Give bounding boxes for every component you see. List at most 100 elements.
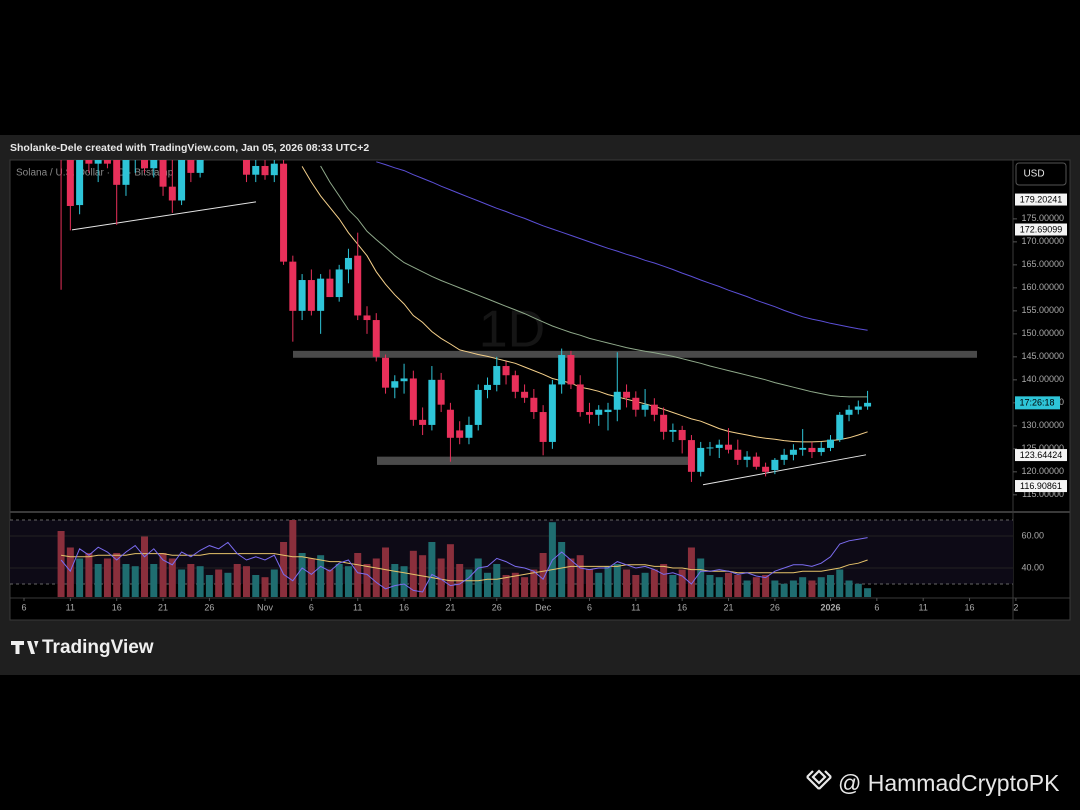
candle-body <box>836 414 844 440</box>
candle-body <box>196 160 204 173</box>
y-tick-label: 115.00000 <box>1022 489 1064 499</box>
timeframe-watermark: 1D <box>479 301 545 359</box>
volume-bar <box>344 566 352 597</box>
volume-bar <box>845 580 853 597</box>
price-label-box <box>1015 193 1067 206</box>
volume-bar <box>280 542 288 597</box>
symbol-legend: Solana / U.S. Dollar · 1D · Bitstamp <box>16 168 174 179</box>
volume-bar <box>771 580 779 597</box>
countdown-box <box>1015 396 1060 410</box>
candle-body <box>474 389 482 425</box>
candle-body <box>141 160 149 169</box>
x-tick-label: 11 <box>631 602 640 612</box>
candle-body <box>511 375 519 392</box>
candle-body <box>725 444 733 450</box>
candle-body <box>641 404 649 410</box>
candle-body <box>752 456 760 467</box>
volume-bar <box>372 558 380 597</box>
candle-body <box>307 280 315 311</box>
x-tick-label: 21 <box>158 602 168 612</box>
volume-bar <box>85 553 93 597</box>
candle-body <box>799 447 807 450</box>
x-tick-label: 16 <box>399 602 409 612</box>
x-tick-label: 16 <box>112 602 122 612</box>
candle-body <box>826 439 834 448</box>
volume-bar <box>400 566 408 597</box>
volume-bar <box>261 577 269 597</box>
volume-bar <box>678 569 686 597</box>
candle-body <box>409 378 417 420</box>
volume-bar <box>122 564 130 597</box>
volume-bar <box>854 583 862 597</box>
volume-bar <box>780 583 788 597</box>
candle-body <box>502 366 510 376</box>
currency-button[interactable] <box>1015 162 1067 186</box>
volume-bar <box>159 553 167 597</box>
volume-bar <box>233 564 241 597</box>
candle-body <box>150 160 158 169</box>
volume-bar <box>187 564 195 597</box>
candle-body <box>437 379 445 405</box>
volume-bar <box>178 569 186 597</box>
credit: Sholanke-Dele created with TradingView.c… <box>10 142 369 154</box>
candle-body <box>558 355 566 385</box>
candle-body <box>845 409 853 415</box>
volume-bar <box>660 564 668 597</box>
price-label-box <box>1015 223 1067 236</box>
rsi-band-fill <box>10 519 1013 585</box>
candle-body <box>650 404 658 415</box>
volume-bar <box>76 558 84 597</box>
x-tick-label: 21 <box>445 602 455 612</box>
volume-bar <box>521 577 529 597</box>
candle-body <box>85 160 93 164</box>
currency-label[interactable]: USD <box>1023 169 1044 180</box>
volume-bar <box>697 558 705 597</box>
volume-bar <box>307 558 315 597</box>
candle-body <box>660 414 668 432</box>
trendline <box>702 454 867 486</box>
volume-bar <box>66 547 74 597</box>
x-tick-label: 6 <box>309 602 314 612</box>
candle-body <box>854 406 862 410</box>
candle-body <box>326 278 334 298</box>
volume-bar <box>150 564 158 597</box>
candle-body <box>687 440 695 472</box>
y-tick-label: 140.00000 <box>1021 374 1064 384</box>
volume-bar <box>363 564 371 597</box>
candle-body <box>168 186 176 201</box>
candle-body <box>344 257 352 270</box>
volume-bar <box>354 553 362 597</box>
logo-text: TradingView <box>42 637 154 658</box>
candle-body <box>122 160 130 185</box>
candle-body <box>187 160 195 173</box>
candle-body <box>715 444 723 448</box>
candle-body <box>242 160 250 175</box>
y-tick-label: 165.00000 <box>1021 259 1064 269</box>
volume-bar <box>289 520 297 597</box>
candle-body <box>623 391 631 398</box>
x-tick-label: 26 <box>770 602 780 612</box>
volume-bar <box>168 558 176 597</box>
volume-bar <box>196 566 204 597</box>
candle-body <box>697 447 705 472</box>
candle-body <box>484 384 491 390</box>
candle-body <box>280 163 288 262</box>
volume-bar <box>252 575 260 597</box>
candle-body <box>864 402 872 407</box>
volume-bar <box>57 531 65 597</box>
volume-bar <box>632 575 640 597</box>
candle-body <box>298 280 306 311</box>
price-label: 172.69099 <box>1020 224 1063 234</box>
volume-bar <box>242 566 250 597</box>
x-tick-label: 6 <box>587 602 592 612</box>
candle-body <box>103 160 111 164</box>
x-tick-label: 16 <box>965 602 975 612</box>
candle-body <box>567 355 575 385</box>
candle-body <box>66 160 74 206</box>
candle-body <box>521 391 529 398</box>
rsi-tick-label: 40.00 <box>1021 562 1044 572</box>
candle-body <box>632 397 640 410</box>
volume-bar <box>465 569 473 597</box>
volume-bar <box>595 572 603 597</box>
candle-body <box>669 429 677 432</box>
